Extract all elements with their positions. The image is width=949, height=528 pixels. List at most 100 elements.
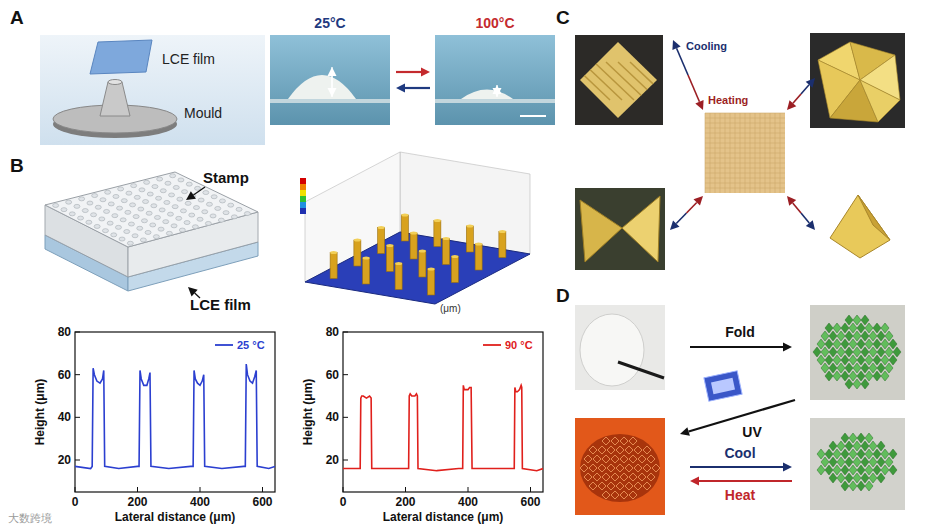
folded-cell	[849, 339, 857, 349]
y-axis-title: Height (μm)	[301, 379, 315, 446]
pillar-top	[354, 239, 361, 242]
glow-cell	[629, 473, 637, 481]
folded-cell	[841, 339, 849, 349]
texture	[750, 113, 751, 193]
stamp-hole	[160, 189, 166, 193]
pillar-top	[475, 243, 482, 246]
stamp-hole	[111, 233, 117, 237]
folded-cell	[849, 371, 857, 381]
legend-label: 25 °C	[237, 339, 265, 351]
label: LCE film	[162, 51, 215, 67]
folded-cell	[865, 355, 873, 365]
stamp-hole	[163, 220, 169, 224]
cool-arrow	[396, 84, 430, 93]
x-tick	[405, 487, 406, 492]
y-tick	[75, 374, 80, 375]
arrow-shaft	[690, 346, 783, 348]
folded-cell	[853, 331, 861, 341]
folded-cell	[833, 339, 841, 349]
pointer	[188, 287, 200, 298]
texture	[705, 163, 785, 164]
stamp-hole	[74, 204, 80, 208]
line-chart: 20406080020040060025 °CHeight (μm)Latera…	[33, 325, 275, 524]
stamp-hole	[159, 208, 165, 212]
x-tick-label: 600	[520, 495, 540, 509]
stamp-hole	[91, 213, 97, 217]
stamp-hole	[171, 224, 177, 228]
arrow-head	[680, 427, 690, 436]
fold-line	[606, 62, 646, 100]
stamp-hole	[126, 191, 132, 195]
stamp-hole	[150, 223, 156, 227]
stamp-hole	[105, 190, 111, 194]
stamp-hole	[198, 198, 204, 202]
pillar-top	[401, 214, 408, 217]
film-disk	[580, 314, 644, 386]
texture	[705, 173, 785, 174]
plot-frame	[75, 332, 275, 492]
folded-cell	[885, 347, 893, 357]
series-group	[343, 385, 543, 470]
label: UV	[742, 424, 762, 440]
pillar-top	[434, 219, 441, 222]
stamp-hole	[69, 212, 75, 216]
photo	[810, 33, 905, 128]
pillar	[475, 244, 482, 270]
lce-film	[90, 40, 152, 74]
y-tick	[75, 460, 80, 461]
folded-cell	[857, 339, 865, 349]
pillar-top	[378, 226, 385, 229]
arrow-shaft	[801, 213, 809, 223]
stamp-hole	[133, 215, 139, 219]
folded-cell	[849, 449, 857, 459]
folded-cell	[873, 449, 881, 459]
folded-cell	[825, 371, 833, 381]
pillar-top	[451, 255, 458, 258]
glow-cell	[593, 473, 601, 481]
pillar	[434, 221, 441, 247]
height-arrow	[493, 85, 502, 97]
folded-cell	[865, 433, 873, 443]
folded-cell	[881, 371, 889, 381]
arrow-head	[396, 84, 405, 93]
stamp-hole	[112, 214, 118, 218]
stamp-hole	[125, 210, 131, 214]
stamp-hole	[193, 206, 199, 210]
arrow-shaft	[677, 48, 688, 75]
stamp-hole	[178, 178, 184, 182]
series-group	[75, 364, 275, 469]
stamp-hole	[127, 241, 133, 245]
tweezers	[618, 362, 664, 378]
pillar-top	[410, 232, 417, 235]
folded-cell	[857, 371, 865, 381]
folded-cell	[833, 449, 841, 459]
folded-cell	[877, 363, 885, 373]
color-bar-cell	[300, 184, 306, 190]
folded-cell	[865, 449, 873, 459]
folded-cell	[865, 465, 873, 475]
folded-cell	[845, 457, 853, 467]
glow-cell	[647, 455, 655, 463]
glow-cell	[602, 473, 610, 481]
glow-cell	[634, 464, 642, 472]
label: Stamp	[203, 169, 249, 186]
glow-cell	[652, 464, 660, 472]
folded-cell	[865, 339, 873, 349]
stamp-hole	[119, 237, 125, 241]
label: Fold	[725, 324, 755, 340]
stamp-hole	[169, 193, 175, 197]
y-tick-label: 20	[58, 453, 72, 467]
mould-tip	[108, 80, 122, 85]
folded-cell	[869, 331, 877, 341]
label: Cool	[724, 445, 755, 461]
pillar	[428, 269, 435, 295]
stamp-hole	[179, 228, 185, 232]
folded-cell	[817, 465, 825, 475]
pillar-top	[443, 237, 450, 240]
pillar-top	[419, 250, 426, 253]
folded-cell	[825, 323, 833, 333]
arrow-head	[493, 88, 502, 97]
folded-cell	[829, 457, 837, 467]
glow-cell	[584, 455, 592, 463]
stamp-hole	[165, 181, 171, 185]
